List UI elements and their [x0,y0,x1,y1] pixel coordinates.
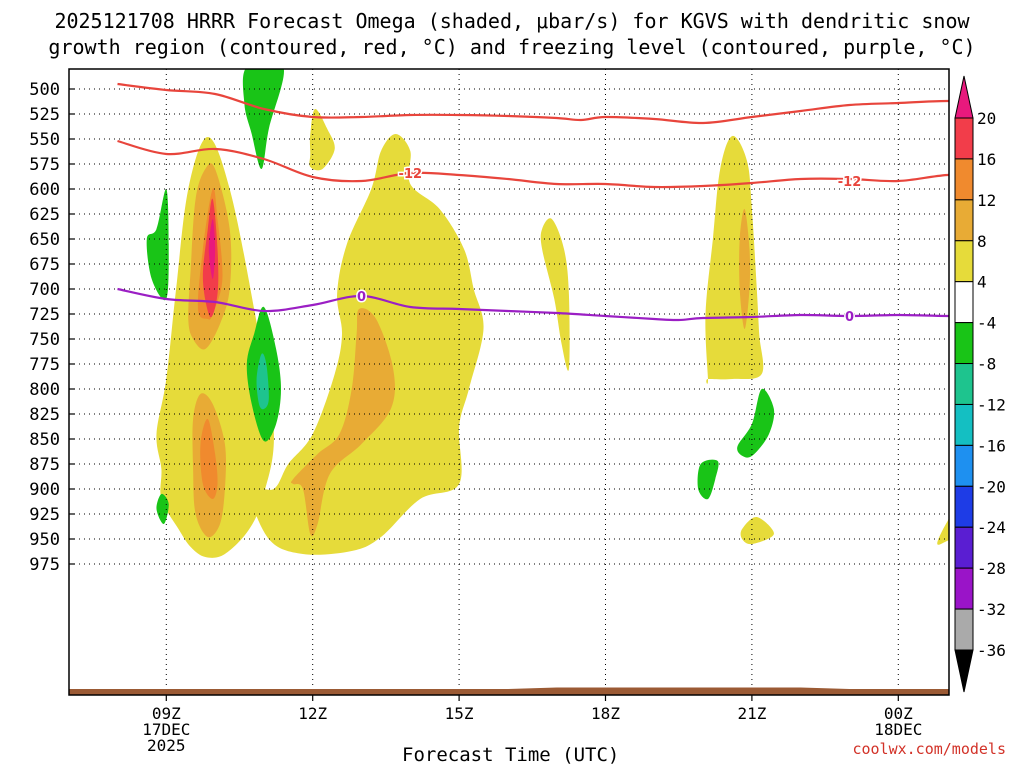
omega-green-top [242,69,284,170]
dgz-upper-contour [117,82,949,125]
freezing-level-label: 0 [357,290,366,305]
colorbar-label: -8 [977,355,996,374]
y-tick-label: 850 [29,430,60,450]
y-tick-label: 950 [29,530,60,550]
x-tick-label: 09Z [152,704,181,723]
colorbar-label: -24 [977,518,1006,537]
omega-hour12 [705,135,764,384]
dgz-lower-contour [117,139,949,189]
colorbar-label: -36 [977,641,1006,660]
x-tick-label: 00Z [884,704,913,723]
colorbar-bin [954,403,974,446]
chart-title-line1: 2025121708 HRRR Forecast Omega (shaded, … [54,9,970,33]
y-tick-label: 575 [29,155,60,175]
colorbar-label: -4 [977,314,996,333]
omega-hour17-edge [937,517,949,545]
x-tick-label: 12Z [298,704,327,723]
y-tick-label: 775 [29,355,60,375]
y-tick-label: 800 [29,380,60,400]
omega-main-band-hour2 [156,137,274,558]
colorbar-bin [954,363,974,405]
chart-title: 2025121708 HRRR Forecast Omega (shaded, … [0,8,1024,60]
ground-layer [69,687,949,695]
colorbar-bin [954,281,974,324]
omega-magenta [208,219,216,279]
colorbar-bin [954,158,974,201]
y-tick-label: 725 [29,305,60,325]
plot-frame [68,68,950,696]
colorbar-label: -20 [977,477,1006,496]
ground-base [69,689,949,695]
y-tick-label: 750 [29,330,60,350]
colorbar-bin [954,485,974,528]
omega-hour13-small [740,516,774,545]
colorbar-label: -16 [977,436,1006,455]
watermark-link[interactable]: coolwx.com/models [852,740,1006,758]
contour-lines: -12 -12 0 0 [117,82,949,327]
omega-green-hour1-low [156,493,169,525]
omega-tall-hour4 [309,108,335,171]
y-tick-label: 650 [29,230,60,250]
y-tick-label: 975 [29,555,60,575]
grid-lines [69,69,949,695]
x-tick-label: 18Z [591,704,620,723]
colorbar-bin [954,240,974,283]
omega-teal-hour3 [256,353,269,410]
colorbar-label: 20 [977,109,996,128]
colorbar: 20 16 12 8 4 -4 -8 -12 -16 -20 -24 -28 -32 -36 [954,75,1006,693]
y-tick-label: 925 [29,505,60,525]
omega-green-hour12 [697,459,719,500]
dgz-lower-label: -12 [838,175,862,190]
x-axis-label: Forecast Time (UTC) [402,744,620,766]
omega-green-hour1 [146,188,169,301]
chart-title-line2: growth region (contoured, red, °C) and f… [48,35,976,59]
colorbar-top-arrow [954,75,974,119]
y-tick-label: 825 [29,405,60,425]
x-tick-label: 18DEC [874,720,922,739]
y-tick-label: 675 [29,255,60,275]
colorbar-label: 4 [977,273,987,292]
colorbar-label: -32 [977,600,1006,619]
colorbar-bin [954,608,974,651]
colorbar-bin [954,117,974,160]
y-tick-label: 600 [29,180,60,200]
omega-green-hour13 [737,388,775,458]
y-tick-label: 875 [29,455,60,475]
y-tick-label: 500 [29,80,60,100]
x-tick-label: 17DEC [142,720,190,739]
colorbar-bin [954,444,974,487]
colorbar-bin [954,199,974,242]
colorbar-label: 16 [977,150,996,169]
colorbar-bin [954,322,974,365]
omega-shading [146,69,949,558]
colorbar-label: -12 [977,395,1006,414]
colorbar-bin [954,526,974,569]
dgz-lower-label: -12 [399,167,423,182]
y-tick-label: 900 [29,480,60,500]
x-tick-label: 2025 [147,736,186,755]
freezing-level-label: 0 [845,310,854,325]
colorbar-label: 8 [977,232,987,251]
y-tick-label: 700 [29,280,60,300]
y-axis: 500 525 550 575 600 625 650 675 700 725 750 775 800 8… [29,80,75,575]
colorbar-bottom-arrow [954,649,974,693]
omega-orange-hour12 [739,208,751,329]
x-tick-label: 21Z [737,704,766,723]
freezing-level-contour [117,287,949,322]
omega-orange-hour5-6 [290,308,395,537]
y-tick-label: 625 [29,205,60,225]
colorbar-bin [954,567,974,610]
y-tick-label: 550 [29,130,60,150]
x-tick-label: 15Z [445,704,474,723]
colorbar-label: 12 [977,191,996,210]
colorbar-label: -28 [977,559,1006,578]
y-tick-label: 525 [29,105,60,125]
omega-hour9 [540,218,570,371]
